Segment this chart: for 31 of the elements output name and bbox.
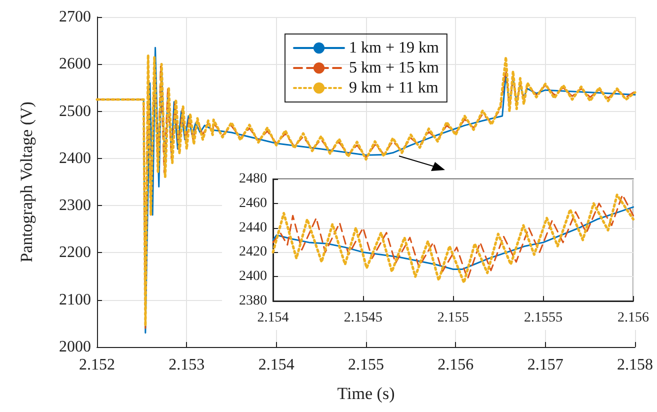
- legend-label: 5 km + 15 km: [349, 60, 440, 76]
- legend-label: 1 km + 19 km: [349, 40, 440, 56]
- y-tick-label: 2440: [239, 220, 267, 236]
- y-tick-label: 2000: [59, 338, 91, 356]
- y-tick-label: 2380: [239, 294, 267, 308]
- x-tick-label: 2.155: [348, 356, 384, 374]
- x-tick-label: 2.156: [618, 310, 649, 326]
- x-tick-label: 2.1545: [344, 310, 382, 326]
- x-axis-title: Time (s): [337, 384, 395, 403]
- y-tick-label: 2480: [239, 172, 267, 186]
- x-tick-label: 2.154: [257, 310, 289, 326]
- x-tick-label: 2.156: [438, 356, 474, 374]
- x-tick-label: 2.154: [258, 356, 294, 374]
- y-tick-label: 2400: [239, 269, 267, 284]
- y-tick-label: 2400: [59, 150, 91, 167]
- x-tick-label: 2.153: [168, 356, 205, 374]
- x-tick-label: 2.1555: [524, 310, 562, 326]
- x-tick-label: 2.158: [617, 356, 653, 374]
- y-tick-label: 2700: [59, 8, 91, 26]
- x-tick-label: 2.152: [79, 356, 115, 374]
- y-tick-label: 2600: [59, 56, 91, 73]
- y-axis-title: Pantograph Voltage (V): [17, 102, 36, 262]
- y-tick-label: 2460: [239, 196, 267, 211]
- y-tick-label: 2100: [59, 291, 91, 308]
- y-tick-label: 2300: [59, 197, 91, 214]
- x-tick-label: 2.155: [437, 310, 469, 326]
- y-tick-label: 2500: [59, 102, 91, 120]
- x-tick-label: 2.157: [527, 356, 564, 374]
- y-tick-label: 2420: [239, 244, 267, 260]
- legend-label: 9 km + 11 km: [349, 80, 439, 96]
- y-tick-label: 2200: [59, 244, 91, 262]
